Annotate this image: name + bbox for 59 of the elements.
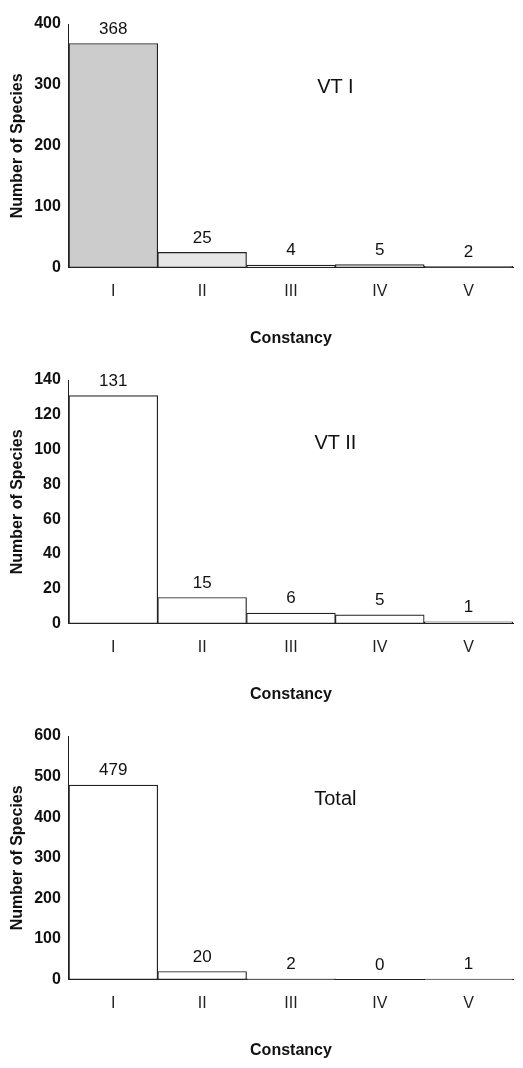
x-axis-title: Constancy <box>250 684 332 702</box>
y-axis-title: Number of Species <box>8 73 26 219</box>
y-tick-label: 300 <box>34 848 61 866</box>
y-tick-label: 120 <box>34 405 61 423</box>
y-tick-label: 140 <box>34 370 61 388</box>
data-label: 25 <box>192 227 212 247</box>
data-label: 4 <box>286 240 296 260</box>
x-tick-label: III <box>284 637 298 655</box>
x-tick-label: I <box>111 993 116 1011</box>
annotation: VT I <box>317 74 354 97</box>
y-tick-label: 500 <box>34 767 61 785</box>
x-axis-title: Constancy <box>250 1040 332 1058</box>
y-tick-label: 60 <box>43 509 61 527</box>
y-tick-label: 40 <box>43 544 61 562</box>
y-tick-label: 400 <box>34 14 61 32</box>
y-axis-title: Number of Species <box>8 429 26 575</box>
y-tick-label: 400 <box>34 807 61 825</box>
y-tick-label: 100 <box>34 440 61 458</box>
x-tick-label: IV <box>372 281 388 299</box>
y-tick-label: 200 <box>34 136 61 154</box>
x-tick-label: IV <box>372 637 388 655</box>
data-label: 2 <box>286 953 296 973</box>
data-label: 368 <box>99 18 128 38</box>
data-label: 15 <box>192 572 212 592</box>
y-tick-label: 100 <box>34 929 61 947</box>
x-tick-label: V <box>463 993 475 1011</box>
y-axis-title: Number of Species <box>8 785 26 931</box>
data-label: 5 <box>375 590 385 610</box>
x-tick-label: II <box>197 637 207 655</box>
x-tick-label: II <box>197 993 207 1011</box>
data-label: 20 <box>192 946 212 966</box>
data-label: 1 <box>463 954 474 974</box>
y-tick-label: 0 <box>51 970 61 988</box>
y-tick-label: 20 <box>43 579 61 597</box>
data-label: 131 <box>99 370 128 390</box>
x-tick-label: V <box>463 637 475 655</box>
y-tick-label: 300 <box>34 75 61 93</box>
x-tick-label: II <box>197 281 207 299</box>
data-label: 2 <box>463 241 474 261</box>
y-tick-label: 0 <box>51 258 61 276</box>
data-label: 1 <box>463 597 474 617</box>
x-tick-label: IV <box>372 993 388 1011</box>
data-label: 6 <box>286 588 296 608</box>
data-label: 5 <box>375 239 385 259</box>
y-tick-label: 200 <box>34 888 61 906</box>
y-tick-label: 600 <box>34 726 61 744</box>
x-tick-label: I <box>111 637 116 655</box>
x-tick-label: III <box>284 281 298 299</box>
x-tick-label: III <box>284 993 298 1011</box>
x-axis-title: Constancy <box>250 328 332 346</box>
x-tick-label: I <box>111 281 116 299</box>
y-tick-label: 100 <box>34 197 61 215</box>
x-tick-label: V <box>463 281 475 299</box>
y-tick-label: 0 <box>51 614 61 632</box>
data-label: 479 <box>99 760 128 780</box>
data-label: 0 <box>375 954 385 974</box>
annotation: Total <box>314 786 357 809</box>
annotation: VT II <box>314 430 357 453</box>
y-tick-label: 80 <box>43 474 61 492</box>
